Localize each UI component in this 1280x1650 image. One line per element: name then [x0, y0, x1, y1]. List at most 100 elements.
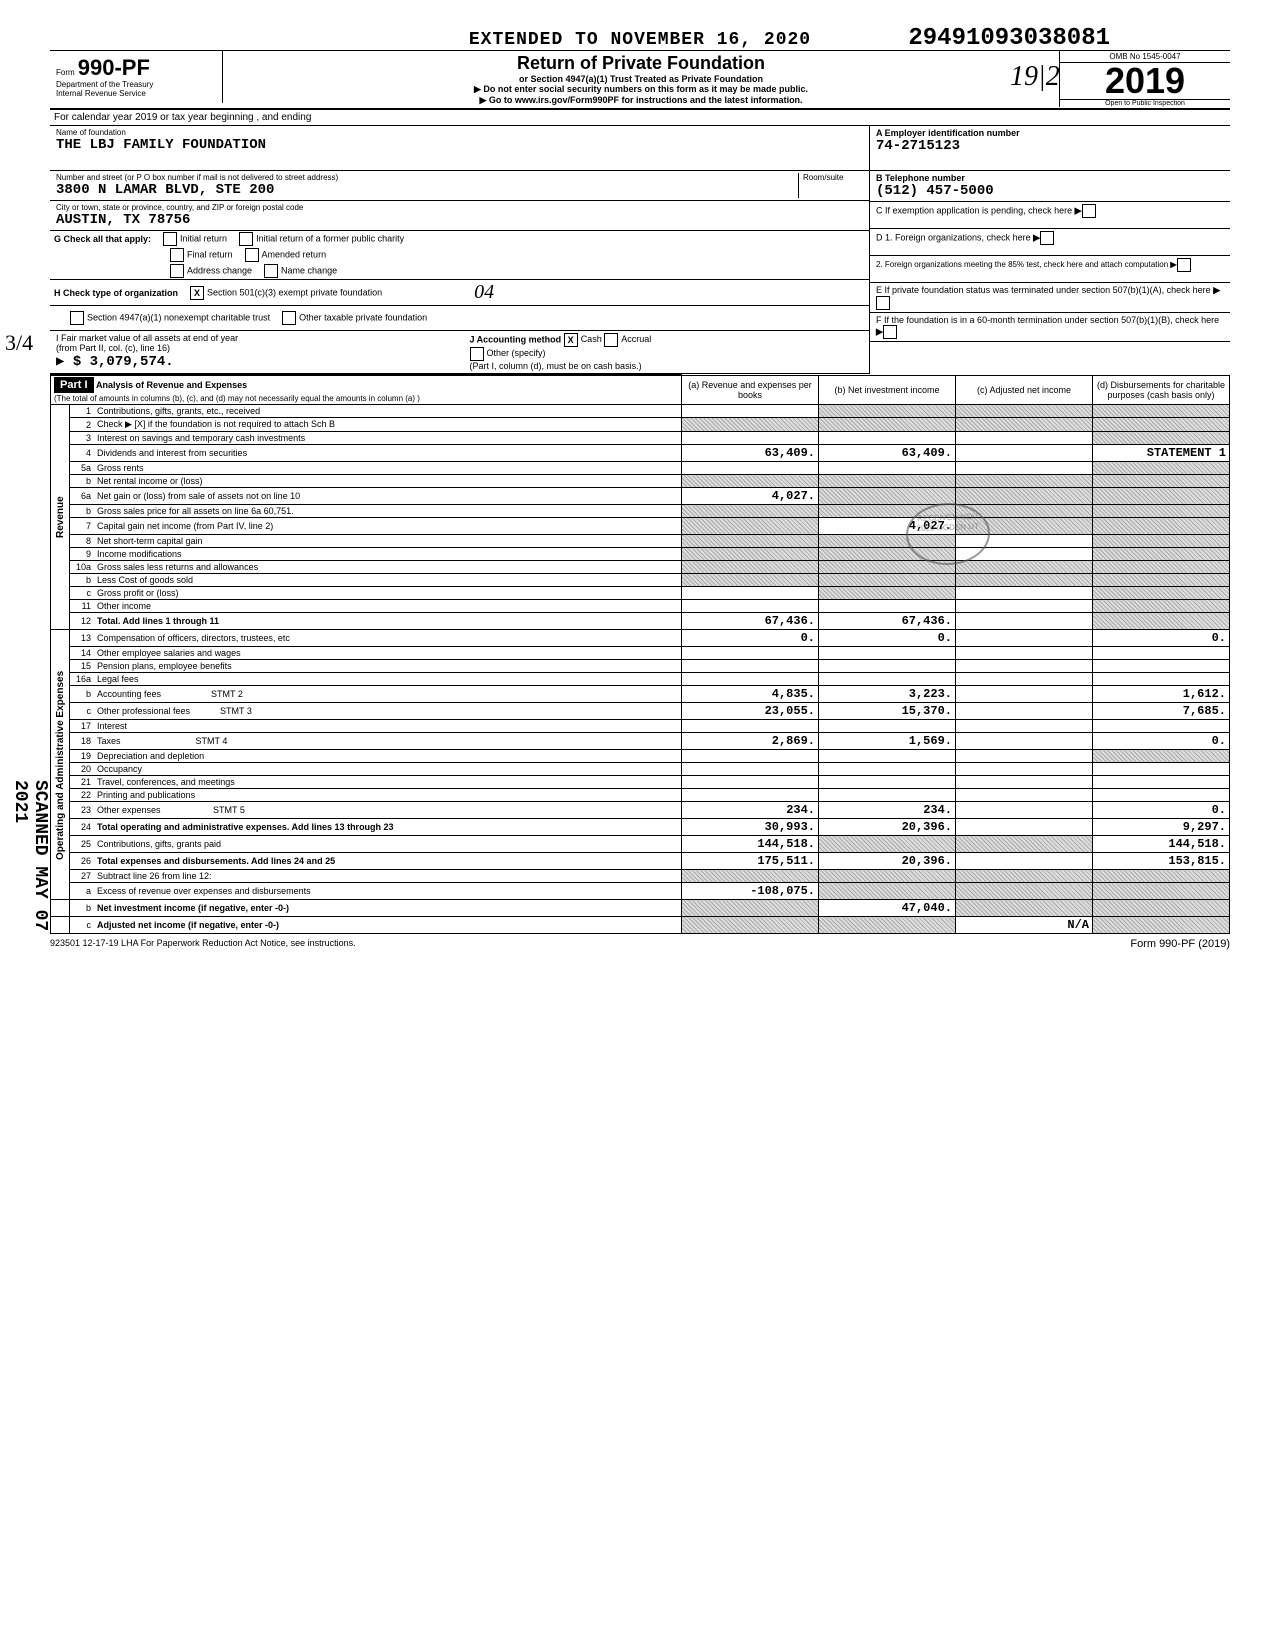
r24-a: 30,993. — [682, 819, 819, 836]
row-19: Depreciation and depletion — [94, 750, 682, 763]
col-b-header: (b) Net investment income — [819, 375, 956, 405]
row-27a: Excess of revenue over expenses and disb… — [94, 883, 682, 900]
ln-4: 4 — [70, 445, 95, 462]
cb-address[interactable] — [170, 264, 184, 278]
ln-13: 13 — [70, 630, 95, 647]
r23-a: 234. — [682, 802, 819, 819]
city-label: City or town, state or province, country… — [56, 203, 863, 212]
ln-24: 24 — [70, 819, 95, 836]
public-inspection: Open to Public Inspection — [1060, 99, 1230, 107]
part1-title: Analysis of Revenue and Expenses — [96, 380, 247, 390]
ln-14: 14 — [70, 647, 95, 660]
side-expenses: Operating and Administrative Expenses — [51, 630, 70, 900]
ln-17: 17 — [70, 720, 95, 733]
cb-name[interactable] — [264, 264, 278, 278]
part1-label: Part I — [54, 377, 94, 393]
cb-4947[interactable] — [70, 311, 84, 325]
page-footer: 923501 12-17-19 LHA For Paperwork Reduct… — [50, 934, 1230, 950]
r16b-d: 1,612. — [1093, 686, 1230, 703]
amended-return: Amended return — [262, 249, 327, 259]
e-label: E If private foundation status was termi… — [876, 285, 1211, 295]
cb-initial[interactable] — [163, 232, 177, 246]
cb-foreign1[interactable] — [1040, 231, 1054, 245]
cb-other-tax[interactable] — [282, 311, 296, 325]
form-subtitle: or Section 4947(a)(1) Trust Treated as P… — [227, 74, 1055, 84]
ln-19: 19 — [70, 750, 95, 763]
address-change: Address change — [187, 265, 252, 275]
row-12: Total. Add lines 1 through 11 — [94, 613, 682, 630]
row-21: Travel, conferences, and meetings — [94, 776, 682, 789]
opt-accrual: Accrual — [621, 334, 651, 344]
row-1: Contributions, gifts, grants, etc., rece… — [94, 405, 682, 418]
r25-a: 144,518. — [682, 836, 819, 853]
r23-d: 0. — [1093, 802, 1230, 819]
ln-5a: 5a — [70, 462, 95, 475]
ln-7: 7 — [70, 518, 95, 535]
row-11: Other income — [94, 600, 682, 613]
opt-501c3: Section 501(c)(3) exempt private foundat… — [207, 287, 382, 297]
ln-8: 8 — [70, 535, 95, 548]
cb-60month[interactable] — [883, 325, 897, 339]
fmv-value: ▶ $ 3,079,574. — [56, 354, 174, 370]
row-27b: Net investment income (if negative, ente… — [94, 900, 682, 917]
row-7: Capital gain net income (from Part IV, l… — [94, 518, 682, 535]
row-18: Taxes STMT 4 — [94, 733, 682, 750]
ln-9: 9 — [70, 548, 95, 561]
calendar-year-row: For calendar year 2019 or tax year begin… — [50, 110, 1230, 126]
opt-cash: Cash — [581, 334, 602, 344]
form-990pf-page: SCANNED MAY 07 2021 3/4 29491093038081 E… — [50, 30, 1230, 950]
ln-11: 11 — [70, 600, 95, 613]
row-4: Dividends and interest from securities — [94, 445, 682, 462]
foundation-name: THE LBJ FAMILY FOUNDATION — [56, 137, 863, 153]
r18-d: 0. — [1093, 733, 1230, 750]
cb-initial-former[interactable] — [239, 232, 253, 246]
row-22: Printing and publications — [94, 789, 682, 802]
ln-6a: 6a — [70, 488, 95, 505]
ln-23: 23 — [70, 802, 95, 819]
cb-other-acct[interactable] — [470, 347, 484, 361]
h-label: H Check type of organization — [54, 288, 178, 298]
cb-accrual[interactable] — [604, 333, 618, 347]
side-revenue: Revenue — [51, 405, 70, 630]
r24-b: 20,396. — [819, 819, 956, 836]
d2-label: 2. Foreign organizations meeting the 85%… — [876, 260, 1168, 269]
cb-final[interactable] — [170, 248, 184, 262]
cb-exemption[interactable] — [1082, 204, 1096, 218]
row-5a: Gross rents — [94, 462, 682, 475]
ln-27c: c — [70, 917, 95, 934]
ln-3: 3 — [70, 432, 95, 445]
r24-d: 9,297. — [1093, 819, 1230, 836]
address-value: 3800 N LAMAR BLVD, STE 200 — [56, 182, 798, 198]
ln-27a: a — [70, 883, 95, 900]
r26-b: 20,396. — [819, 853, 956, 870]
row-26: Total expenses and disbursements. Add li… — [94, 853, 682, 870]
ein-value: 74-2715123 — [876, 138, 1224, 154]
part1-note: (The total of amounts in columns (b), (c… — [54, 394, 420, 403]
r16b-b: 3,223. — [819, 686, 956, 703]
row-17: Interest — [94, 720, 682, 733]
row-9: Income modifications — [94, 548, 682, 561]
row-20: Occupancy — [94, 763, 682, 776]
d1-label: D 1. Foreign organizations, check here — [876, 232, 1031, 242]
r12-a: 67,436. — [682, 613, 819, 630]
r25-d: 144,518. — [1093, 836, 1230, 853]
r16c-a: 23,055. — [682, 703, 819, 720]
row-5b: Net rental income or (loss) — [94, 475, 682, 488]
cb-terminated[interactable] — [876, 296, 890, 310]
cb-amended[interactable] — [245, 248, 259, 262]
form-title: Return of Private Foundation — [227, 53, 1055, 74]
cb-501c3[interactable]: X — [190, 286, 204, 300]
r16b-a: 4,835. — [682, 686, 819, 703]
cb-cash[interactable]: X — [564, 333, 578, 347]
cb-foreign2[interactable] — [1177, 258, 1191, 272]
scanned-stamp: SCANNED MAY 07 2021 — [10, 780, 50, 950]
name-label: Name of foundation — [56, 128, 863, 137]
r18-a: 2,869. — [682, 733, 819, 750]
ln-5b: b — [70, 475, 95, 488]
ln-22: 22 — [70, 789, 95, 802]
row-16c: Other professional fees STMT 3 — [94, 703, 682, 720]
tax-year: 2019 — [1060, 63, 1230, 99]
g-label: G Check all that apply: — [54, 234, 151, 244]
phone-value: (512) 457-5000 — [876, 183, 1224, 199]
r4-b: 63,409. — [819, 445, 956, 462]
